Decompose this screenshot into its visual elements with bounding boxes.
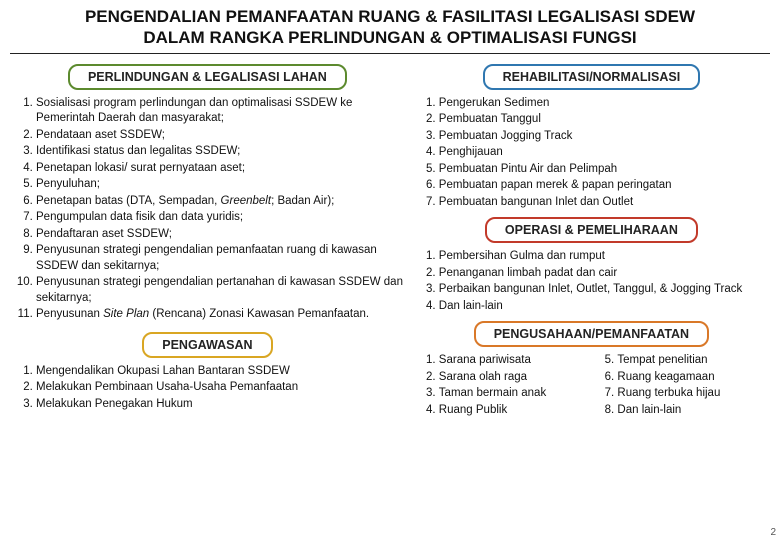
list-item: Sarana pariwisata: [439, 353, 592, 369]
page-number: 2: [770, 527, 776, 538]
list-item: Pembuatan Pintu Air dan Pelimpah: [439, 162, 770, 178]
content-columns: PERLINDUNGAN & LEGALISASI LAHAN Sosialis…: [0, 54, 780, 420]
list-item: Taman bermain anak: [439, 386, 592, 402]
list-item: Identifikasi status dan legalitas SSDEW;: [36, 144, 405, 160]
list-item: Mengendalikan Okupasi Lahan Bantaran SSD…: [36, 364, 405, 380]
list-item: Pembuatan Tanggul: [439, 112, 770, 128]
list-pengawasan: Mengendalikan Okupasi Lahan Bantaran SSD…: [10, 364, 405, 414]
list-item: Penyusunan strategi pengendalian pertana…: [36, 275, 405, 306]
list-pengusahaan-col-a: Sarana pariwisataSarana olah ragaTaman b…: [413, 353, 592, 419]
list-item: Melakukan Penegakan Hukum: [36, 397, 405, 413]
section-header-perlindungan: PERLINDUNGAN & LEGALISASI LAHAN: [68, 64, 347, 90]
list-item: Tempat penelitian: [617, 353, 770, 369]
list-item: Pembuatan bangunan Inlet dan Outlet: [439, 195, 770, 211]
list-item: Pendataan aset SSDEW;: [36, 128, 405, 144]
list-item: Melakukan Pembinaan Usaha-Usaha Pemanfaa…: [36, 380, 405, 396]
list-item: Sarana olah raga: [439, 370, 592, 386]
list-item: Pendaftaran aset SSDEW;: [36, 227, 405, 243]
section-header-pengawasan: PENGAWASAN: [142, 332, 272, 358]
list-item: Ruang terbuka hijau: [617, 386, 770, 402]
list-item: Pembuatan Jogging Track: [439, 129, 770, 145]
list-perlindungan: Sosialisasi program perlindungan dan opt…: [10, 96, 405, 324]
list-pengusahaan-col-b: Tempat penelitianRuang keagamaanRuang te…: [591, 353, 770, 419]
list-item: Penyusunan strategi pengendalian pemanfa…: [36, 243, 405, 274]
section-header-operasi: OPERASI & PEMELIHARAAN: [485, 217, 698, 243]
list-item: Pengerukan Sedimen: [439, 96, 770, 112]
list-item: Dan lain-lain: [439, 299, 770, 315]
list-pengusahaan: Sarana pariwisataSarana olah ragaTaman b…: [413, 353, 770, 419]
list-item: Penetapan batas (DTA, Sempadan, Greenbel…: [36, 194, 405, 210]
right-column: REHABILITASI/NORMALISASI Pengerukan Sedi…: [413, 60, 770, 420]
section-header-rehabilitasi: REHABILITASI/NORMALISASI: [483, 64, 701, 90]
page-title: PENGENDALIAN PEMANFAATAN RUANG & FASILIT…: [10, 0, 770, 54]
list-item: Sosialisasi program perlindungan dan opt…: [36, 96, 405, 127]
list-item: Penghijauan: [439, 145, 770, 161]
title-line-2: DALAM RANGKA PERLINDUNGAN & OPTIMALISASI…: [143, 28, 636, 47]
list-item: Penyuluhan;: [36, 177, 405, 193]
list-item: Perbaikan bangunan Inlet, Outlet, Tanggu…: [439, 282, 770, 298]
section-header-pengusahaan: PENGUSAHAAN/PEMANFAATAN: [474, 321, 709, 347]
list-item: Pembersihan Gulma dan rumput: [439, 249, 770, 265]
title-line-1: PENGENDALIAN PEMANFAATAN RUANG & FASILIT…: [85, 7, 695, 26]
list-item: Penanganan limbah padat dan cair: [439, 266, 770, 282]
list-rehabilitasi: Pengerukan SedimenPembuatan TanggulPembu…: [413, 96, 770, 212]
left-column: PERLINDUNGAN & LEGALISASI LAHAN Sosialis…: [10, 60, 405, 420]
list-item: Penetapan lokasi/ surat pernyataan aset;: [36, 161, 405, 177]
list-item: Penyusunan Site Plan (Rencana) Zonasi Ka…: [36, 307, 405, 323]
list-item: Dan lain-lain: [617, 403, 770, 419]
list-operasi: Pembersihan Gulma dan rumputPenanganan l…: [413, 249, 770, 315]
list-item: Ruang Publik: [439, 403, 592, 419]
list-item: Ruang keagamaan: [617, 370, 770, 386]
list-item: Pembuatan papan merek & papan peringatan: [439, 178, 770, 194]
list-item: Pengumpulan data fisik dan data yuridis;: [36, 210, 405, 226]
